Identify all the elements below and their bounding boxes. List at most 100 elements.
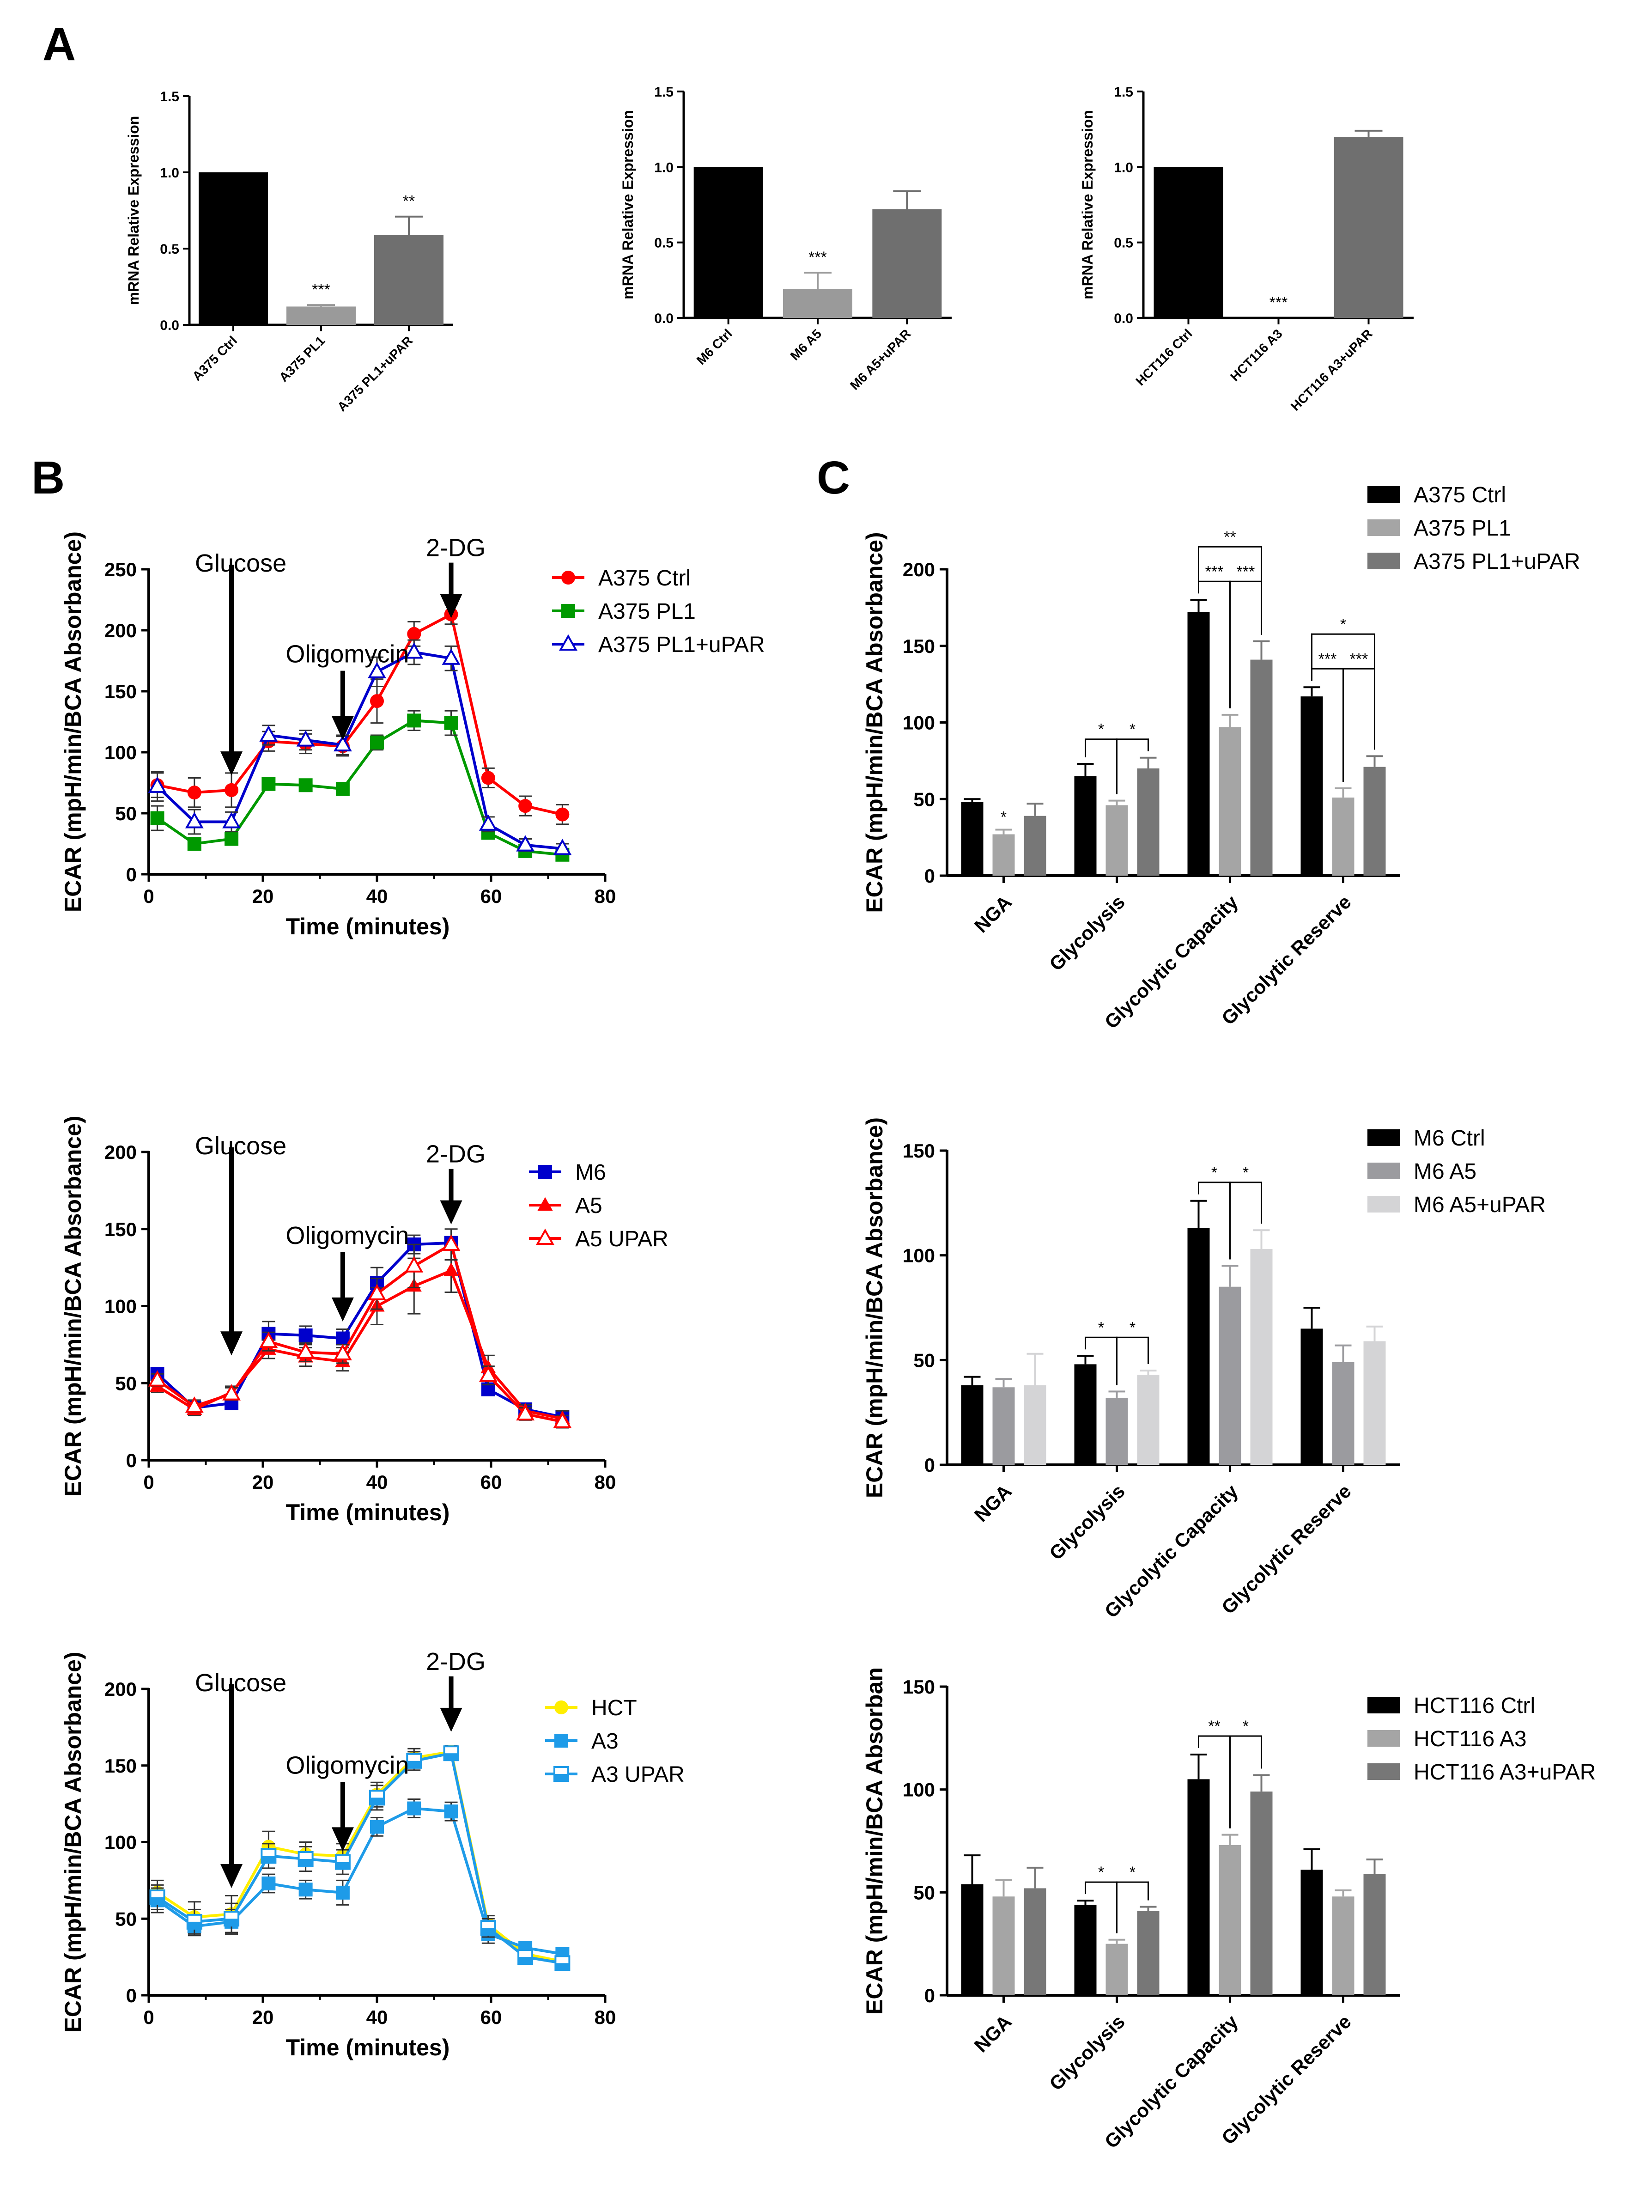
bar: [961, 1884, 984, 1995]
category-label: HCT116 A3+uPAR: [1288, 326, 1375, 414]
chart-b3: 0 50 100 150 200 0 20 40 60 80 Time (minutes) ECAR …: [60, 1648, 685, 2060]
significance-label: *: [1130, 1864, 1136, 1881]
panel-label-a: A: [43, 18, 76, 70]
significance-bracket: [1229, 1735, 1262, 1828]
data-point: [553, 839, 572, 855]
x-axis-title: Time (minutes): [286, 1499, 450, 1525]
y-tick-label: 0.0: [654, 311, 674, 326]
y-tick-label: 100: [903, 712, 935, 734]
data-point: [555, 807, 570, 822]
category-label: Glycolytic Reserve: [1217, 1480, 1355, 1618]
bar: [1334, 137, 1403, 318]
bar: [1137, 768, 1160, 876]
arrow-head: [440, 594, 462, 618]
y-tick-label: 150: [104, 1755, 137, 1777]
category-label: Glycolysis: [1045, 2011, 1129, 2095]
significance-label: *: [1098, 1319, 1104, 1336]
legend-swatch: [1367, 1196, 1400, 1213]
data-point: [368, 662, 386, 678]
y-tick-label: 250: [104, 559, 137, 580]
chart-b1: 0 50 100 150 200 250 0 20 40 60 80 Time (minutes) EC…: [60, 531, 765, 939]
x-tick-label: 80: [595, 1471, 616, 1493]
significance-label: *: [1211, 1164, 1217, 1182]
bar: [1154, 167, 1223, 318]
y-tick-label: 0.0: [160, 318, 179, 333]
data-point: [148, 776, 167, 793]
category-label: A375 PL1: [276, 333, 328, 384]
y-axis-title: ECAR (mpH/min/BCA Absorbance): [60, 1115, 86, 1496]
arrow-head: [331, 1827, 354, 1852]
category-label: NGA: [970, 1480, 1016, 1526]
x-tick-label: 20: [252, 1471, 274, 1493]
bar: [1187, 612, 1210, 876]
data-point-fill: [261, 1856, 276, 1863]
data-point: [407, 627, 421, 641]
data-point: [554, 1734, 568, 1748]
legend-label: A375 Ctrl: [1414, 483, 1506, 507]
significance-label: *: [1243, 1718, 1249, 1735]
x-tick-label: 80: [595, 2006, 616, 2028]
category-label: Glycolytic Reserve: [1217, 2011, 1355, 2149]
data-point: [148, 1370, 167, 1387]
bar: [1074, 776, 1097, 876]
data-point-fill: [444, 1753, 458, 1761]
y-tick-label: 150: [903, 1676, 935, 1698]
x-tick-label: 0: [143, 885, 154, 907]
y-axis-title: mRNA Relative Expression: [1079, 110, 1096, 299]
significance-bracket: [1116, 1881, 1149, 1933]
significance-label: *: [1001, 809, 1007, 826]
data-point: [559, 634, 577, 651]
bar: [1024, 1888, 1046, 1995]
data-point-fill: [481, 1928, 495, 1935]
annotation-label: 2-DG: [426, 1648, 486, 1676]
data-point: [335, 782, 350, 796]
data-point: [554, 1700, 568, 1714]
bar: [1250, 1249, 1273, 1465]
bar: [1024, 816, 1046, 876]
category-label: HCT116 Ctrl: [1133, 326, 1195, 388]
significance-bracket: [1198, 546, 1262, 635]
category-label: Glycolytic Reserve: [1217, 891, 1355, 1029]
data-point-fill: [554, 1774, 568, 1781]
data-point: [259, 725, 278, 742]
y-tick-label: 100: [903, 1245, 935, 1267]
y-tick-label: 0.5: [1114, 236, 1133, 251]
data-point: [296, 1342, 315, 1359]
series-line: [156, 1750, 563, 1963]
legend-label: A3 UPAR: [591, 1762, 685, 1787]
significance-bracket: [1116, 738, 1149, 794]
y-axis-title: ECAR (mpH/min/BCA Absorbance): [862, 532, 887, 913]
x-tick-label: 0: [143, 2006, 154, 2028]
data-point: [518, 799, 533, 813]
y-tick-label: 150: [104, 1219, 137, 1240]
arrow-head: [331, 716, 354, 740]
bar: [992, 1387, 1015, 1465]
data-point: [261, 777, 276, 791]
bar: [1105, 1944, 1128, 1995]
category-label: NGA: [970, 2011, 1016, 2056]
x-axis-title: Time (minutes): [286, 914, 450, 939]
y-tick-label: 100: [903, 1779, 935, 1801]
data-point: [298, 1328, 313, 1342]
category-label: NGA: [970, 891, 1016, 937]
y-tick-label: 0.0: [1114, 311, 1133, 326]
y-tick-label: 0.5: [654, 236, 674, 251]
y-tick-label: 200: [104, 620, 137, 641]
data-point: [185, 1396, 204, 1413]
legend-swatch: [1367, 1129, 1400, 1146]
data-point: [222, 812, 241, 829]
data-point: [442, 1234, 461, 1251]
y-tick-label: 150: [903, 635, 935, 657]
arrow-head: [220, 751, 243, 776]
significance-bracket: [1229, 1182, 1262, 1260]
annotation-label: Oligomycin: [285, 640, 409, 668]
legend-label: HCT116 A3: [1414, 1727, 1527, 1751]
panel-label-c: C: [817, 452, 850, 504]
significance-label: ***: [808, 249, 827, 266]
x-tick-label: 20: [252, 2006, 274, 2028]
x-tick-label: 40: [366, 1471, 388, 1493]
y-tick-label: 1.5: [1114, 85, 1133, 100]
y-tick-label: 50: [913, 1882, 935, 1903]
legend-label: A5 UPAR: [575, 1227, 668, 1251]
y-tick-label: 0: [924, 865, 935, 887]
